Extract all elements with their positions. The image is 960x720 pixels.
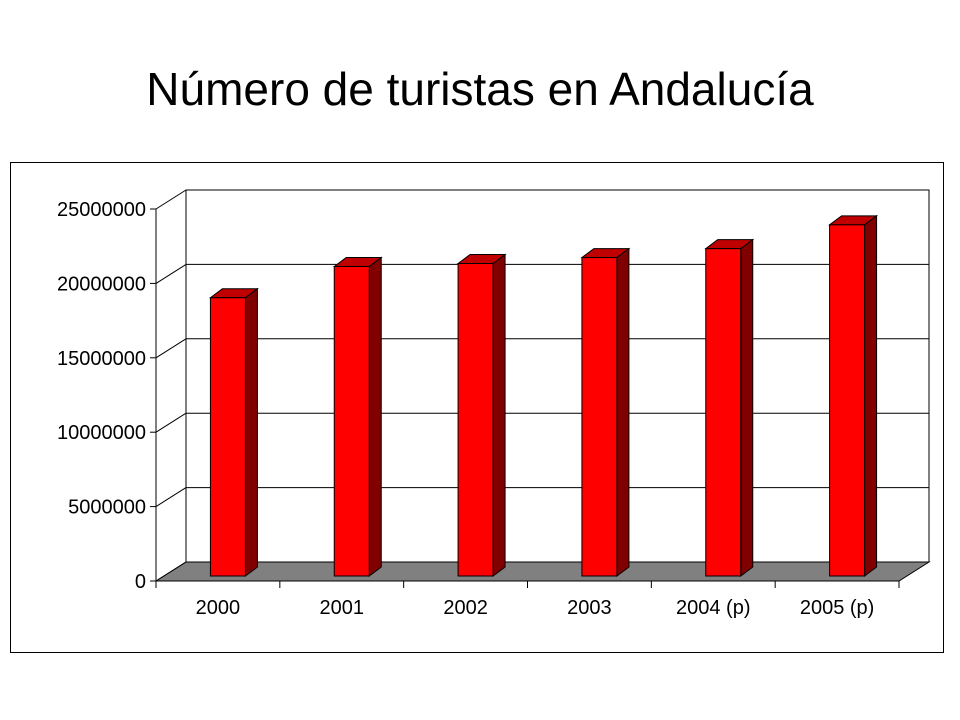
- bar: [828, 214, 879, 577]
- bar: [704, 238, 755, 577]
- bar: [580, 247, 631, 577]
- bar-front: [209, 297, 246, 577]
- bar-side: [864, 214, 878, 577]
- page-title: Número de turistas en Andalucía: [146, 63, 814, 115]
- side-wall-line: [155, 561, 187, 582]
- y-tick-label: 25000000: [57, 199, 146, 221]
- bar-side: [368, 256, 382, 577]
- x-tick-label: 2000: [196, 597, 241, 619]
- bar-chart: 0 5000000 10000000 15000000 20000000 25000000…: [57, 189, 931, 619]
- y-tick-label: 5000000: [68, 497, 146, 519]
- x-tick-label: 2004 (p): [676, 597, 751, 619]
- bar-side: [244, 287, 258, 577]
- bar-front: [705, 248, 742, 577]
- chart-frame: 0 5000000 10000000 15000000 20000000 25000000…: [10, 162, 944, 653]
- bar-front: [829, 224, 866, 577]
- bar: [456, 253, 507, 577]
- side-wall-line: [155, 487, 187, 508]
- side-wall-line: [155, 412, 187, 433]
- chart-floor: [154, 561, 931, 582]
- bar-side: [492, 253, 506, 577]
- bar-front: [457, 263, 494, 577]
- x-tick-label: 2005 (p): [800, 597, 875, 619]
- side-wall-line: [155, 189, 187, 210]
- x-tick-label: 2003: [567, 597, 612, 619]
- y-tick-label: 0: [135, 571, 146, 593]
- y-tick-label: 15000000: [57, 348, 146, 370]
- bar-side: [740, 238, 754, 577]
- y-tick-label: 10000000: [57, 422, 146, 444]
- side-wall-line: [155, 338, 187, 359]
- x-tick-label: 2001: [320, 597, 365, 619]
- x-tick-label: 2002: [443, 597, 488, 619]
- side-wall-line: [155, 263, 187, 284]
- bar-side: [616, 247, 630, 577]
- back-wall: [185, 189, 930, 562]
- y-tick-label: 20000000: [57, 273, 146, 295]
- bar: [208, 287, 259, 577]
- bar-front: [333, 265, 370, 577]
- bar-front: [581, 257, 618, 577]
- plot-area: 0 5000000 10000000 15000000 20000000 25000000…: [57, 189, 931, 619]
- bar: [332, 256, 383, 577]
